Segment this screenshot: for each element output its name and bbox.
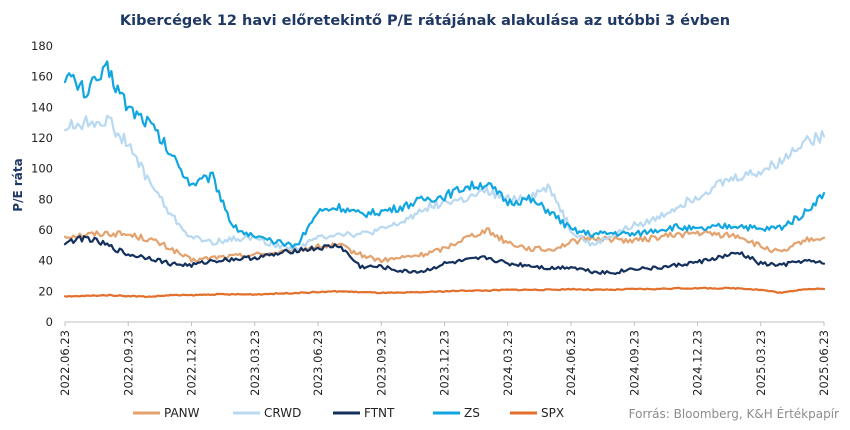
x-tick-label: 2022.12.23 bbox=[185, 330, 199, 396]
x-tick-label: 2023.09.23 bbox=[374, 330, 388, 396]
x-tick-label: 2024.03.23 bbox=[501, 330, 515, 396]
y-tick-label: 160 bbox=[31, 70, 53, 84]
y-axis-label: P/E ráta bbox=[11, 158, 25, 211]
x-tick-label: 2024.09.23 bbox=[627, 330, 641, 396]
x-tick-label: 2022.06.23 bbox=[58, 330, 72, 396]
x-tick-label: 2025.03.23 bbox=[754, 330, 768, 396]
series-lines bbox=[63, 60, 826, 299]
x-tick-label: 2025.06.23 bbox=[817, 330, 831, 396]
legend-label-spx: SPX bbox=[541, 406, 564, 420]
y-tick-label: 180 bbox=[31, 39, 53, 53]
series-line-zs bbox=[63, 60, 826, 249]
y-tick-label: 60 bbox=[38, 223, 53, 237]
x-tick-label: 2023.12.23 bbox=[438, 330, 452, 396]
y-tick-label: 0 bbox=[46, 315, 53, 329]
legend-label-ftnt: FTNT bbox=[364, 406, 395, 420]
series-line-spx bbox=[63, 286, 826, 299]
y-tick-label: 140 bbox=[31, 100, 53, 114]
y-tick-label: 20 bbox=[38, 284, 53, 298]
series-line-ftnt bbox=[63, 235, 826, 275]
legend-label-panw: PANW bbox=[164, 406, 200, 420]
x-tick-label: 2022.09.23 bbox=[121, 330, 135, 396]
chart-title: Kibercégek 12 havi előretekintő P/E rátá… bbox=[120, 13, 730, 29]
y-tick-labels: 0 20 40 60 80 100 120 140 160 180 bbox=[31, 39, 53, 329]
source-note: Forrás: Bloomberg, K&H Értékpapír bbox=[629, 406, 839, 421]
legend-label-crwd: CRWD bbox=[264, 406, 301, 420]
x-tick-label: 2024.06.23 bbox=[564, 330, 578, 396]
y-tick-label: 120 bbox=[31, 131, 53, 145]
y-tick-label: 80 bbox=[38, 192, 53, 206]
x-tick-labels: 2022.06.23 2022.09.23 2022.12.23 2023.03.23… bbox=[58, 322, 831, 396]
y-tick-label: 100 bbox=[31, 162, 53, 176]
series-line-panw bbox=[63, 227, 826, 264]
legend-label-zs: ZS bbox=[464, 406, 480, 420]
legend: PANW CRWD FTNT ZS SPX bbox=[133, 406, 564, 420]
x-tick-label: 2024.12.23 bbox=[691, 330, 705, 396]
y-tick-label: 40 bbox=[38, 254, 53, 268]
x-tick-label: 2023.03.23 bbox=[248, 330, 262, 396]
x-tick-label: 2023.06.23 bbox=[311, 330, 325, 396]
series-line-crwd bbox=[63, 114, 826, 252]
